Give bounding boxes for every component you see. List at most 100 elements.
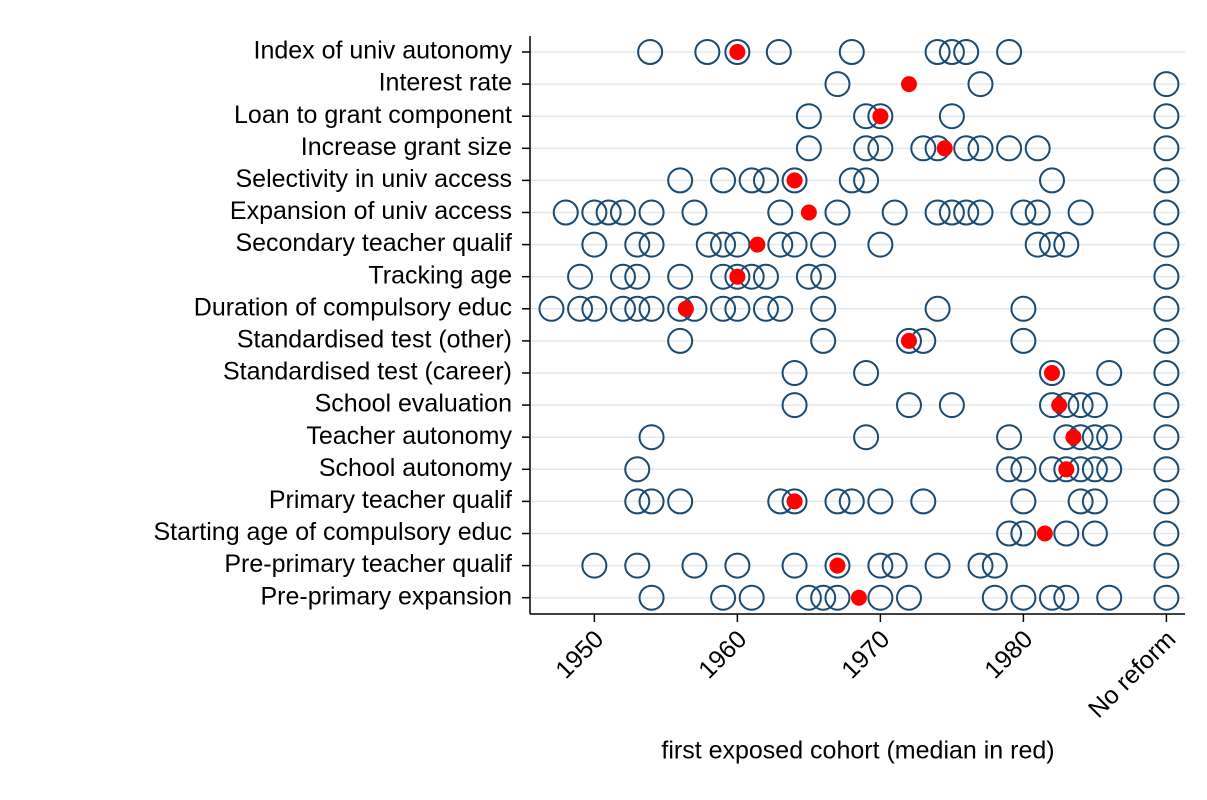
median-point [749,236,766,253]
cohort-point [996,520,1023,547]
cohort-point [1081,488,1108,515]
cohort-point [867,552,894,579]
cohort-point [1053,231,1080,258]
cohort-point [895,327,922,354]
cohort-point [624,456,651,483]
cohort-point [938,39,965,65]
cohort-point [767,295,794,322]
cohort-point [781,360,808,386]
cohort-point [938,199,965,226]
cohort-point [1153,199,1180,226]
cohort-point [1010,520,1037,547]
cohort-point [1081,424,1108,451]
cohort-point [910,488,937,515]
cohort-point [967,135,994,162]
cohort-point [609,263,636,290]
median-point [850,589,867,606]
cohort-point [667,327,694,354]
cohort-point [681,199,708,226]
cohort-point [567,263,594,290]
cohort-point [1067,199,1094,226]
cohort-point [810,295,837,322]
y-tick-label: Primary teacher qualif [269,486,512,514]
median-point [1043,365,1060,381]
cohort-point [1153,584,1180,611]
cohort-point [1153,263,1180,290]
cohort-point [1081,392,1108,419]
cohort-point [638,199,665,226]
cohort-point [1153,231,1180,258]
cohort-point [609,295,636,322]
cohort-point [1153,488,1180,515]
cohort-point [724,263,751,290]
cohort-point [824,552,851,579]
cohort-point [867,103,894,130]
cohort-point [781,167,808,194]
cohort-point [1153,71,1180,98]
cohort-point [781,231,808,258]
cohort-point [1024,231,1051,258]
cohort-point [1153,424,1180,451]
median-point [729,44,746,60]
cohort-point [881,199,908,226]
cohort-point [1067,488,1094,515]
x-tick-label: 1980 [979,625,1038,684]
cohort-point [824,199,851,226]
median-point [1036,525,1053,542]
cohort-point [624,263,651,290]
cohort-point [981,584,1008,611]
cohort-point [953,135,980,162]
y-tick-label: Index of univ autonomy [254,37,513,65]
cohort-point [681,552,708,579]
cohort-point [1053,584,1080,611]
cohort-point [967,199,994,226]
cohort-point [781,392,808,419]
cohort-point [581,552,608,579]
cohort-point [953,199,980,226]
cohort-point [695,231,722,258]
cohort-point [710,167,737,194]
cohort-point [924,295,951,322]
cohort-point [624,295,651,322]
cohort-point [981,552,1008,579]
cohort-point [795,135,822,162]
cohort-point [938,103,965,130]
cohort-point [1010,327,1037,354]
cohort-point [1010,456,1037,483]
cohort-point [1038,584,1065,611]
cohort-point [1038,360,1065,386]
cohort-point [581,295,608,322]
cohort-point [967,552,994,579]
cohort-point [795,263,822,290]
cohort-point [567,295,594,322]
cohort-point [781,488,808,515]
cohort-point [1038,231,1065,258]
y-tick-label: Increase grant size [301,133,512,161]
cohort-point [595,199,622,226]
cohort-point [967,71,994,98]
y-tick-label: School autonomy [319,454,513,482]
cohort-point [752,263,779,290]
x-tick-label: No reform [1083,625,1181,723]
cohort-point [538,295,565,322]
median-point [900,332,917,349]
cohort-point [853,167,880,194]
cohort-point [738,167,765,194]
cohort-point [638,424,665,451]
y-tick-label: Duration of compulsory educ [194,293,512,321]
cohort-point [910,135,937,162]
cohort-point [838,488,865,515]
y-tick-label: Expansion of univ access [230,197,512,225]
cohort-point [1096,584,1123,611]
cohort-point [767,199,794,226]
cohort-point [1153,167,1180,194]
cohort-point [824,71,851,98]
y-tick-label: Interest rate [379,69,512,97]
cohort-point [824,584,851,611]
cohort-point [924,199,951,226]
y-tick-label: Pre-primary expansion [261,582,513,610]
cohort-point [1153,103,1180,130]
cohort-point [795,584,822,611]
cohort-point [838,39,865,65]
